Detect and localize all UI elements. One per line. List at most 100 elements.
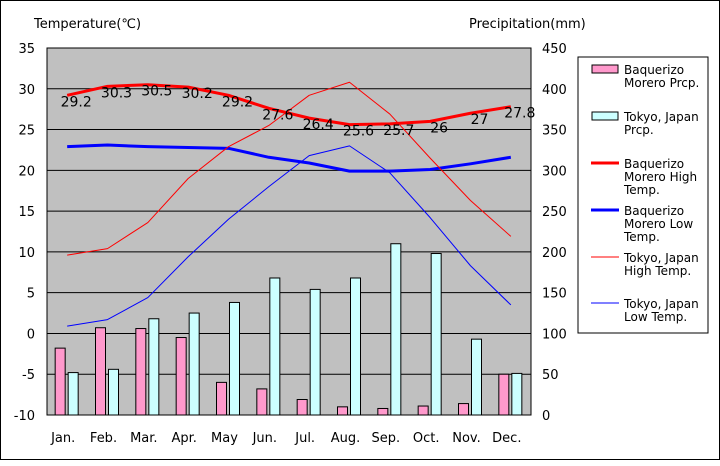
right-tick-label: 50 (542, 368, 559, 383)
left-tick-label: 35 (18, 42, 35, 57)
category-label: Nov. (452, 431, 481, 446)
legend-label-line: High Temp. (624, 264, 691, 278)
bar-baquerizo-prcp (95, 327, 106, 416)
line-baquerizo-high (66, 83, 512, 127)
left-tick-label: 0 (27, 327, 35, 342)
line-tokyo-high (67, 81, 512, 256)
plot-background (46, 47, 532, 416)
legend-label: Tokyo, Japan Low Temp. (623, 297, 699, 324)
data-labels: 29.2 30.3 30.5 30.2 29.2 27.6 26.4 25.6 25.7 26 27… (61, 84, 536, 140)
high-temp-data-label: 30.3 (101, 85, 132, 101)
legend-label-line: Morero High (624, 170, 697, 184)
legend-swatch (591, 64, 619, 74)
bar-baquerizo-prcp (54, 347, 66, 416)
bar-tokyo-prcp (511, 372, 523, 416)
high-temp-data-label: 27.6 (262, 107, 293, 123)
bar-baquerizo-prcp (417, 405, 429, 416)
left-tick-label: 15 (18, 205, 35, 220)
legend-label: Tokyo, Japan Prcp. (623, 110, 699, 137)
legend-label: Tokyo, Japan High Temp. (623, 251, 699, 278)
bar-tokyo-prcp (430, 253, 442, 416)
right-tick-label: 0 (542, 409, 550, 424)
temperature-lines (66, 81, 512, 327)
bar-tokyo-prcp (188, 312, 200, 416)
bar-tokyo-prcp (350, 277, 361, 416)
high-temp-data-label: 27 (471, 112, 489, 128)
legend-label-line: Low Temp. (624, 310, 687, 324)
legend-label-line: Morero Low (624, 217, 693, 231)
high-temp-data-label: 26.4 (303, 117, 334, 133)
right-tick-label: 200 (542, 246, 567, 261)
axes: 35 30 25 20 15 10 50 -5 -10 450 400 350 300 250 200 150… (14, 42, 567, 446)
legend: Baquerizo Morero Prcp.Tokyo, Japan Prcp.Ba… (591, 63, 699, 324)
line-tokyo-low (67, 145, 512, 327)
legend-label-line: Baquerizo (624, 157, 684, 171)
bar-baquerizo-prcp (256, 388, 268, 416)
category-label: Jan. (50, 431, 75, 446)
category-label: Sep. (372, 431, 401, 446)
bar-baquerizo-prcp (296, 399, 308, 416)
legend-box (577, 56, 709, 334)
right-tick-label: 300 (542, 164, 567, 179)
bar-baquerizo-prcp (498, 373, 510, 416)
bar-tokyo-prcp (67, 372, 79, 416)
right-tick-label: 450 (542, 42, 567, 57)
bar-tokyo-prcp (390, 243, 402, 416)
right-tick-label: 150 (542, 287, 567, 302)
left-tick-label: -5 (22, 368, 35, 383)
right-tick-label: 250 (542, 205, 567, 220)
legend-label: Baquerizo Morero Prcp. (624, 63, 699, 90)
legend-label-line: Baquerizo (624, 63, 684, 77)
right-axis-title: Precipitation(mm) (469, 17, 586, 32)
bar-baquerizo-prcp (175, 337, 187, 416)
category-label: Aug. (331, 431, 361, 446)
legend-label-line: Baquerizo (624, 204, 684, 218)
high-temp-data-label: 29.2 (61, 94, 92, 110)
legend-label: Baquerizo Morero High Temp. (623, 157, 697, 197)
left-tick-label: 30 (18, 83, 35, 98)
left-tick-label: 25 (18, 124, 35, 139)
bar-baquerizo-prcp (337, 406, 348, 416)
right-tick-label: 400 (542, 83, 567, 98)
line-baquerizo-low (67, 143, 512, 173)
bar-tokyo-prcp (229, 301, 240, 416)
left-tick-label: 10 (18, 246, 35, 261)
high-temp-data-label: 25.6 (343, 124, 374, 140)
category-label: Oct. (413, 431, 440, 446)
bar-tokyo-prcp (108, 368, 119, 416)
bar-tokyo-prcp (309, 288, 321, 416)
left-tick-label: -10 (14, 409, 35, 424)
high-temp-data-label: 26 (430, 120, 448, 136)
category-label: Jul. (294, 431, 315, 446)
legend-label: Baquerizo Morero Low Temp. (623, 204, 693, 244)
category-label: May (211, 431, 238, 446)
bar-tokyo-prcp (148, 318, 160, 416)
legend-label-line: Temp. (623, 183, 660, 197)
legend-label-line: Prcp. (624, 123, 654, 137)
bar-baquerizo-prcp (458, 403, 469, 416)
category-label: Mar. (130, 431, 157, 446)
high-temp-data-label: 27.8 (504, 106, 535, 122)
high-temp-data-label: 29.2 (222, 94, 253, 110)
category-label: Apr. (171, 431, 196, 446)
high-temp-data-label: 25.7 (383, 123, 414, 139)
right-tick-label: 350 (542, 124, 567, 139)
bar-baquerizo-prcp (216, 381, 227, 416)
bar-tokyo-prcp (269, 277, 281, 416)
legend-label-line: Morero Prcp. (624, 76, 699, 90)
category-label: Feb. (90, 431, 117, 446)
right-tick-label: 100 (542, 327, 567, 342)
category-label: Dec. (492, 431, 521, 446)
left-axis-title: Temperature(℃) (33, 17, 141, 32)
category-label: Jun. (252, 431, 277, 446)
bar-baquerizo-prcp (377, 407, 389, 416)
high-temp-data-label: 30.5 (141, 84, 172, 100)
precipitation-bars (54, 243, 523, 416)
high-temp-data-label: 30.2 (182, 86, 213, 102)
left-tick-label: 20 (18, 164, 35, 179)
bar-tokyo-prcp (471, 338, 482, 416)
legend-label-line: Tokyo, Japan (623, 251, 699, 265)
grid-lines (47, 88, 531, 375)
